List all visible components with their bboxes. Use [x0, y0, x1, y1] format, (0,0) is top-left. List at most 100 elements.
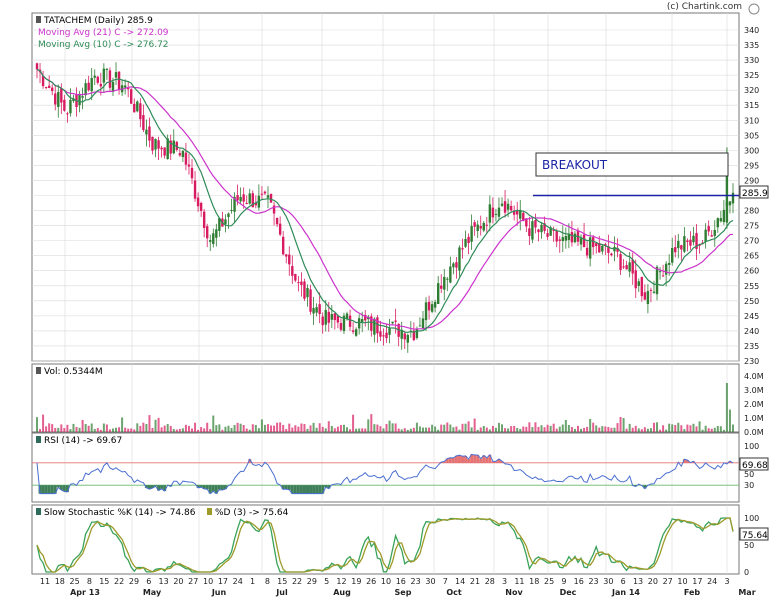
- candle-body: [652, 291, 656, 293]
- candle-body: [382, 335, 385, 337]
- x-tick-label: 30: [603, 577, 613, 586]
- volume-bar: [558, 426, 561, 432]
- stoch-legend: Slow Stochastic %K (14) -> 74.86 %D (3) …: [36, 508, 289, 518]
- candle-body: [719, 218, 723, 222]
- candle-body: [558, 239, 561, 241]
- volume-bar: [39, 429, 42, 432]
- price-last-value: 285.9: [742, 189, 768, 199]
- candle-body: [640, 276, 644, 297]
- candle-body: [84, 83, 87, 96]
- candle-body: [339, 323, 343, 330]
- candle-body: [628, 262, 631, 272]
- x-month-label: Dec: [560, 588, 577, 597]
- candle-body: [677, 240, 680, 249]
- breakout-label-box: [535, 152, 729, 177]
- volume-bar: [409, 428, 412, 432]
- x-month-label: Aug: [333, 588, 351, 597]
- candle-body: [285, 254, 288, 257]
- candle-body: [680, 245, 683, 250]
- volume-bar: [300, 423, 303, 432]
- x-tick-label: 5: [324, 577, 329, 586]
- rsi-tick-label: 50: [744, 470, 754, 479]
- rsi-legend: RSI (14) -> 69.67: [36, 436, 122, 446]
- volume-bar: [713, 427, 716, 432]
- x-tick-label: 3: [724, 577, 729, 586]
- candle-body: [649, 289, 653, 291]
- volume-bar: [57, 427, 60, 432]
- volume-bar: [628, 423, 631, 432]
- candle-body: [567, 233, 571, 240]
- candle-body: [424, 302, 428, 321]
- candle-body: [655, 266, 659, 295]
- candle-body: [695, 233, 698, 249]
- volume-bar: [391, 423, 394, 432]
- candle-body: [47, 85, 51, 88]
- volume-bar: [90, 423, 93, 432]
- x-tick-label: 10: [203, 577, 213, 586]
- volume-bar: [586, 426, 589, 432]
- volume-bar: [263, 424, 266, 432]
- x-tick-label: 22: [114, 577, 124, 586]
- candle-body: [239, 196, 242, 202]
- volume-bar: [221, 429, 224, 432]
- price-title: TATACHEM (Daily) 285.9: [43, 16, 153, 26]
- candle-body: [452, 263, 455, 268]
- volume-bar: [595, 425, 598, 432]
- volume-bar: [181, 428, 184, 432]
- volume-bar: [497, 422, 500, 432]
- x-tick-label: 6: [621, 577, 626, 586]
- ma10-legend-label: Moving Avg (10) C -> 276.72: [38, 40, 169, 50]
- x-tick-label: 10: [677, 577, 687, 586]
- volume-bar: [142, 422, 145, 432]
- volume-bar: [45, 426, 48, 432]
- x-tick-label: 25: [544, 577, 554, 586]
- volume-bar: [488, 429, 491, 432]
- volume-bar: [674, 425, 677, 432]
- x-tick-label: 9: [561, 577, 566, 586]
- candle-body: [117, 71, 121, 90]
- candle-body: [497, 207, 501, 217]
- volume-tick-label: 4.0M: [744, 372, 764, 381]
- volume-bar: [160, 427, 163, 432]
- candle-body: [449, 266, 452, 283]
- candle-body: [631, 259, 634, 274]
- price-legend-swatch: [36, 16, 41, 23]
- candle-body: [485, 224, 489, 226]
- volume-bar: [251, 424, 254, 432]
- x-tick-label: 16: [574, 577, 584, 586]
- volume-legend-swatch: [36, 367, 41, 374]
- candle-body: [148, 126, 151, 141]
- volume-bar: [124, 427, 127, 432]
- volume-bar: [504, 428, 507, 432]
- settings-icon[interactable]: [748, 3, 760, 15]
- candle-body: [509, 205, 513, 211]
- candle-body: [193, 180, 197, 199]
- x-tick-label: 6: [146, 577, 151, 586]
- volume-bar: [42, 414, 45, 432]
- x-tick-label: 8: [265, 577, 270, 586]
- x-tick-label: 18: [529, 577, 539, 586]
- volume-bar: [376, 424, 379, 432]
- candle-body: [534, 220, 537, 228]
- candle-body: [713, 229, 716, 236]
- volume-bar: [573, 428, 576, 432]
- volume-bar: [452, 427, 455, 432]
- candle-body: [491, 207, 495, 218]
- volume-bar: [321, 426, 324, 432]
- volume-bar: [686, 424, 689, 432]
- volume-bar: [102, 423, 105, 432]
- price-tick-label: 245: [744, 312, 759, 321]
- volume-bar: [583, 427, 586, 432]
- volume-bar: [437, 429, 440, 432]
- x-tick-label: 24: [233, 577, 243, 586]
- x-tick-label: 21: [470, 577, 480, 586]
- candle-body: [145, 129, 148, 135]
- volume-bar: [531, 427, 534, 432]
- volume-bar: [598, 427, 601, 432]
- volume-bar: [145, 423, 148, 432]
- rsi-tick-label: 30: [744, 481, 754, 490]
- volume-bar: [346, 427, 349, 432]
- candle-body: [278, 223, 282, 235]
- volume-bar: [233, 424, 236, 432]
- candle-body: [406, 334, 409, 343]
